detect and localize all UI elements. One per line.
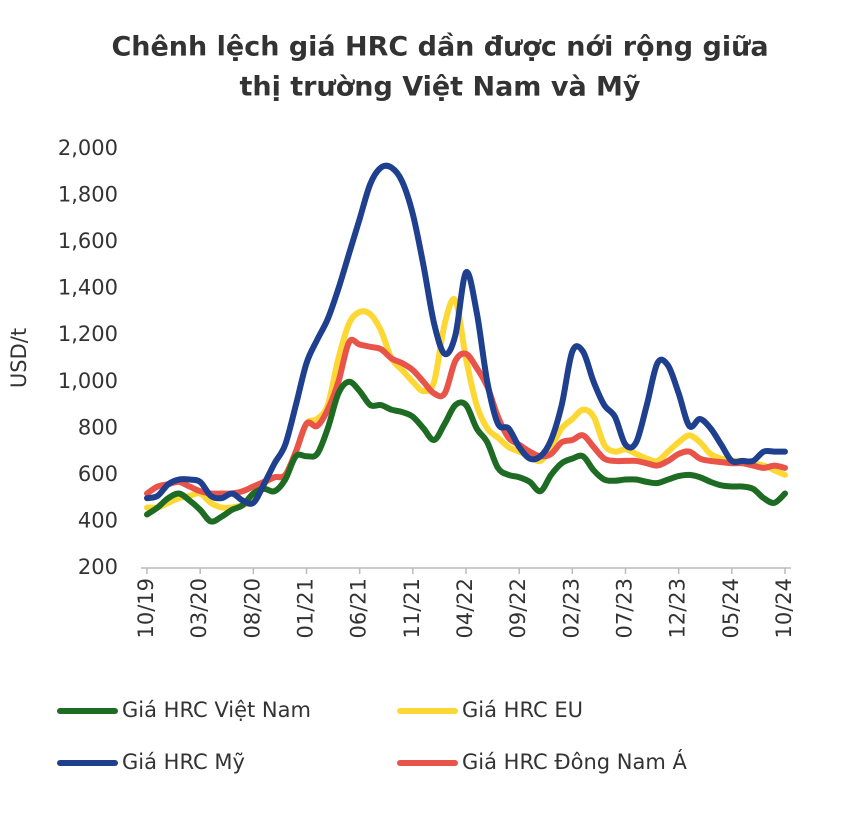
y-tick-label: 600 [78, 462, 118, 486]
y-tick-label: 400 [78, 508, 118, 532]
x-tick-label: 06/21 [347, 578, 371, 639]
legend-label: Giá HRC EU [462, 698, 583, 722]
x-tick-label: 02/23 [559, 578, 583, 639]
x-tick-label: 07/23 [613, 578, 637, 639]
x-tick-label: 11/21 [400, 578, 424, 639]
series-line [144, 336, 788, 497]
legend-label: Giá HRC Mỹ [122, 750, 245, 774]
x-tick-label: 09/22 [506, 578, 530, 639]
y-tick-label: 800 [78, 415, 118, 439]
x-tick-label: 12/23 [666, 578, 690, 639]
chart-title: thị trường Việt Nam và Mỹ [239, 72, 640, 103]
y-tick-label: 1,400 [58, 276, 118, 300]
x-tick-label: 10/19 [134, 578, 158, 639]
y-tick-label: 1,800 [58, 183, 118, 207]
y-tick-label: 1,000 [58, 369, 118, 393]
chart-title: Chênh lệch giá HRC dần được nới rộng giữ… [111, 32, 768, 63]
x-tick-label: 01/21 [294, 578, 318, 639]
y-tick-label: 1,600 [58, 229, 118, 253]
y-tick-label: 1,200 [58, 322, 118, 346]
y-tick-label: 200 [78, 555, 118, 579]
legend-label: Giá HRC Đông Nam Á [462, 749, 687, 774]
x-tick-label: 05/24 [719, 578, 743, 639]
x-tick-label: 04/22 [453, 578, 477, 639]
y-axis-label: USD/t [7, 328, 31, 388]
x-tick-label: 10/24 [772, 578, 796, 639]
x-tick-label: 03/20 [187, 578, 211, 639]
x-tick-label: 08/20 [240, 578, 264, 639]
series-line [144, 162, 788, 507]
y-tick-label: 2,000 [58, 136, 118, 160]
series-line [144, 378, 788, 525]
legend-label: Giá HRC Việt Nam [122, 698, 311, 722]
